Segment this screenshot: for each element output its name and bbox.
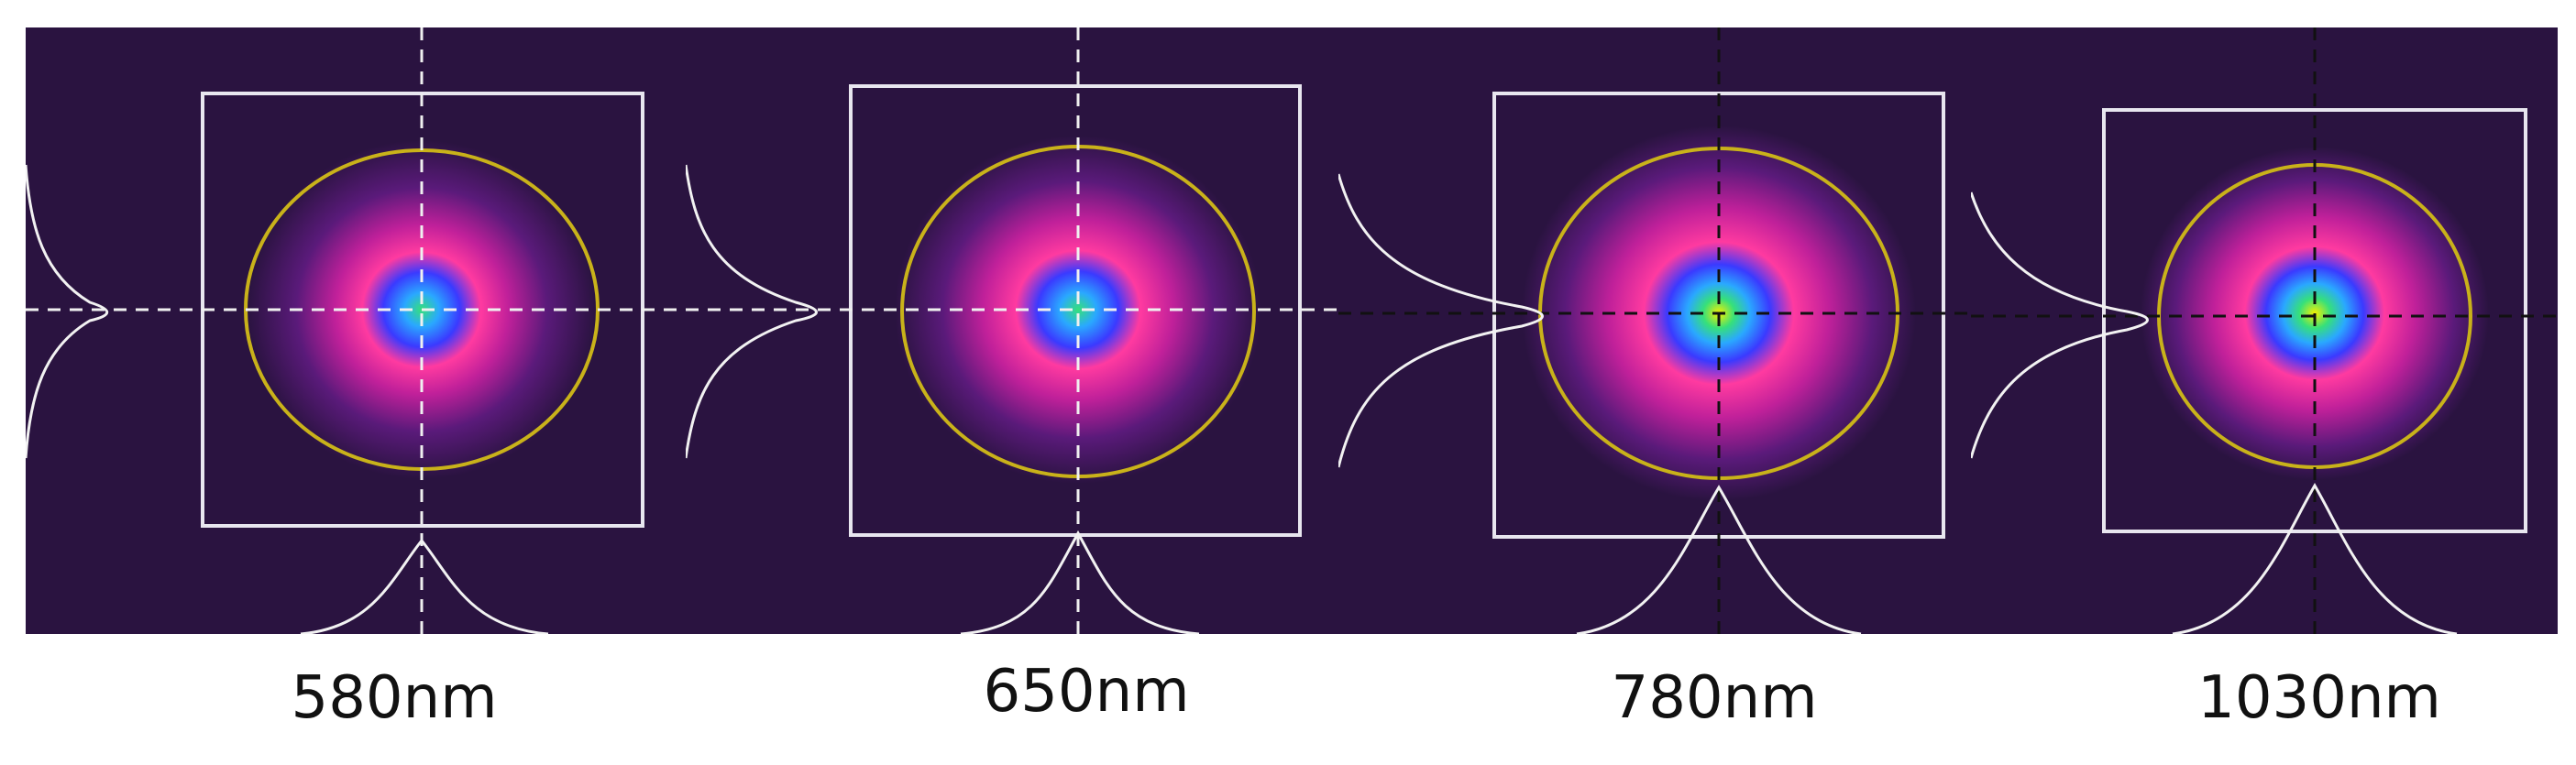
vertical-profile-curve bbox=[26, 164, 109, 459]
vertical-profile-curve bbox=[1971, 191, 2149, 459]
beam-image-1030nm bbox=[1971, 27, 2558, 634]
beam-profile-panel-1030nm bbox=[1971, 27, 2558, 634]
beam-image-580nm bbox=[26, 27, 686, 634]
horizontal-profile-curve bbox=[1576, 485, 1862, 634]
wavelength-label-650nm: 650nm bbox=[983, 658, 1190, 726]
beam-profile-panel-650nm bbox=[686, 27, 1338, 634]
beam-image-780nm bbox=[1338, 27, 1971, 634]
horizontal-profile-curve bbox=[960, 530, 1200, 634]
beam-profile-panel-580nm bbox=[26, 27, 686, 634]
beam-profile-panel-780nm bbox=[1338, 27, 1971, 634]
beam-image-650nm bbox=[686, 27, 1338, 634]
wavelength-label-580nm: 580nm bbox=[291, 664, 498, 732]
horizontal-profile-curve bbox=[300, 538, 549, 634]
beam-spot bbox=[895, 136, 1261, 484]
wavelength-label-1030nm: 1030nm bbox=[2197, 664, 2441, 732]
vertical-profile-curve bbox=[1338, 173, 1544, 468]
roi-box bbox=[2102, 108, 2527, 533]
vertical-profile-curve bbox=[686, 164, 818, 459]
wavelength-label-780nm: 780nm bbox=[1611, 664, 1818, 732]
horizontal-profile-curve bbox=[2172, 483, 2458, 634]
